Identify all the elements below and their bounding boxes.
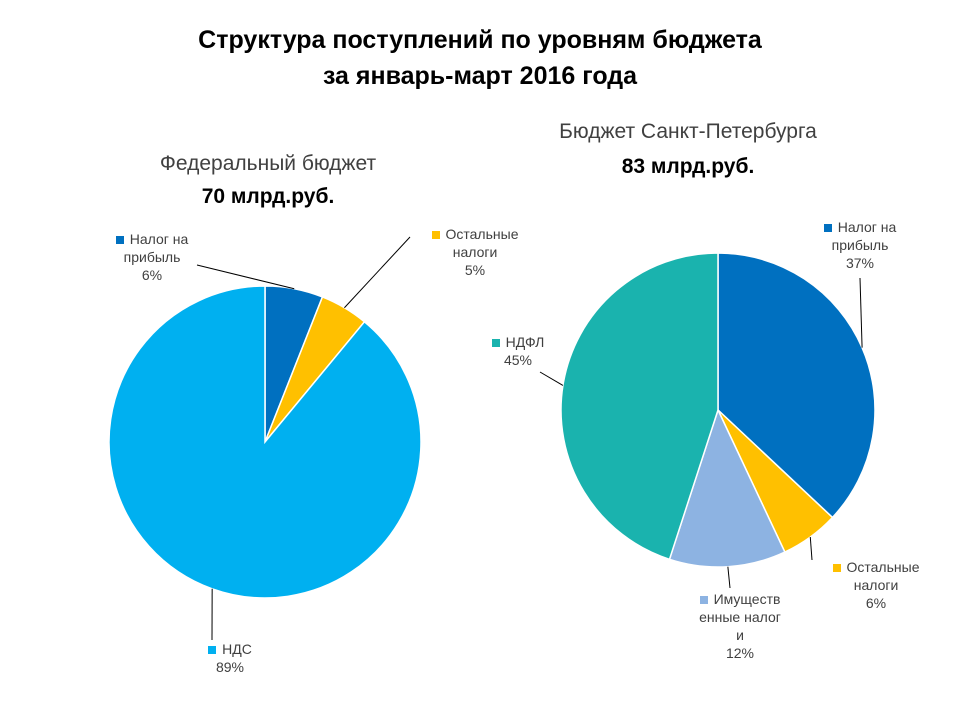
pie-subtitle: 70 млрд.руб. — [201, 185, 335, 208]
legend-marker — [699, 596, 708, 604]
leader-line — [859, 277, 863, 348]
category-label: Остальные налоги — [445, 226, 519, 260]
data-label: Остальные налоги 6% — [821, 558, 931, 612]
category-label: Имущественные налоги — [699, 591, 781, 643]
leader-line — [539, 371, 564, 386]
pie-slice — [717, 252, 876, 519]
legend-marker — [208, 646, 217, 654]
pie-slice — [560, 252, 719, 561]
value-label: 45% — [503, 352, 533, 368]
data-label: Остальные налоги 5% — [420, 225, 530, 279]
pie-title: Бюджет Санкт-Петербурга — [559, 120, 817, 143]
data-label: НДС 89% — [175, 640, 285, 676]
legend-marker — [832, 564, 841, 572]
category-label: НДС — [222, 641, 252, 657]
legend-marker — [491, 339, 500, 347]
value-label: 37% — [845, 255, 875, 271]
legend-marker — [431, 231, 440, 239]
leader-line — [344, 236, 411, 309]
leader-line — [196, 264, 295, 290]
data-label: НДФЛ 45% — [463, 333, 573, 369]
data-label: Налог на прибыль 37% — [805, 218, 915, 272]
leader-line — [809, 536, 813, 561]
pie-subtitle: 83 млрд.руб. — [621, 155, 755, 178]
data-label: Имущественные налоги 12% — [698, 590, 782, 662]
chart-title: за январь-март 2016 года — [322, 62, 638, 90]
value-label: 6% — [865, 595, 887, 611]
chart-title: Структура поступлений по уровням бюджета — [198, 26, 762, 54]
pie-title: Федеральный бюджет — [159, 152, 377, 175]
pie-slice — [108, 285, 422, 599]
legend-marker — [823, 224, 832, 232]
data-label: Налог на прибыль 6% — [97, 230, 207, 284]
leader-line — [727, 566, 731, 589]
category-label: Налог на прибыль — [123, 231, 189, 265]
value-label: 6% — [141, 267, 163, 283]
value-label: 12% — [725, 645, 755, 661]
category-label: Остальные налоги — [846, 559, 920, 593]
legend-marker — [115, 236, 124, 244]
category-label: Налог на прибыль — [831, 219, 897, 253]
value-label: 5% — [464, 262, 486, 278]
value-label: 89% — [215, 659, 245, 675]
category-label: НДФЛ — [505, 334, 545, 350]
